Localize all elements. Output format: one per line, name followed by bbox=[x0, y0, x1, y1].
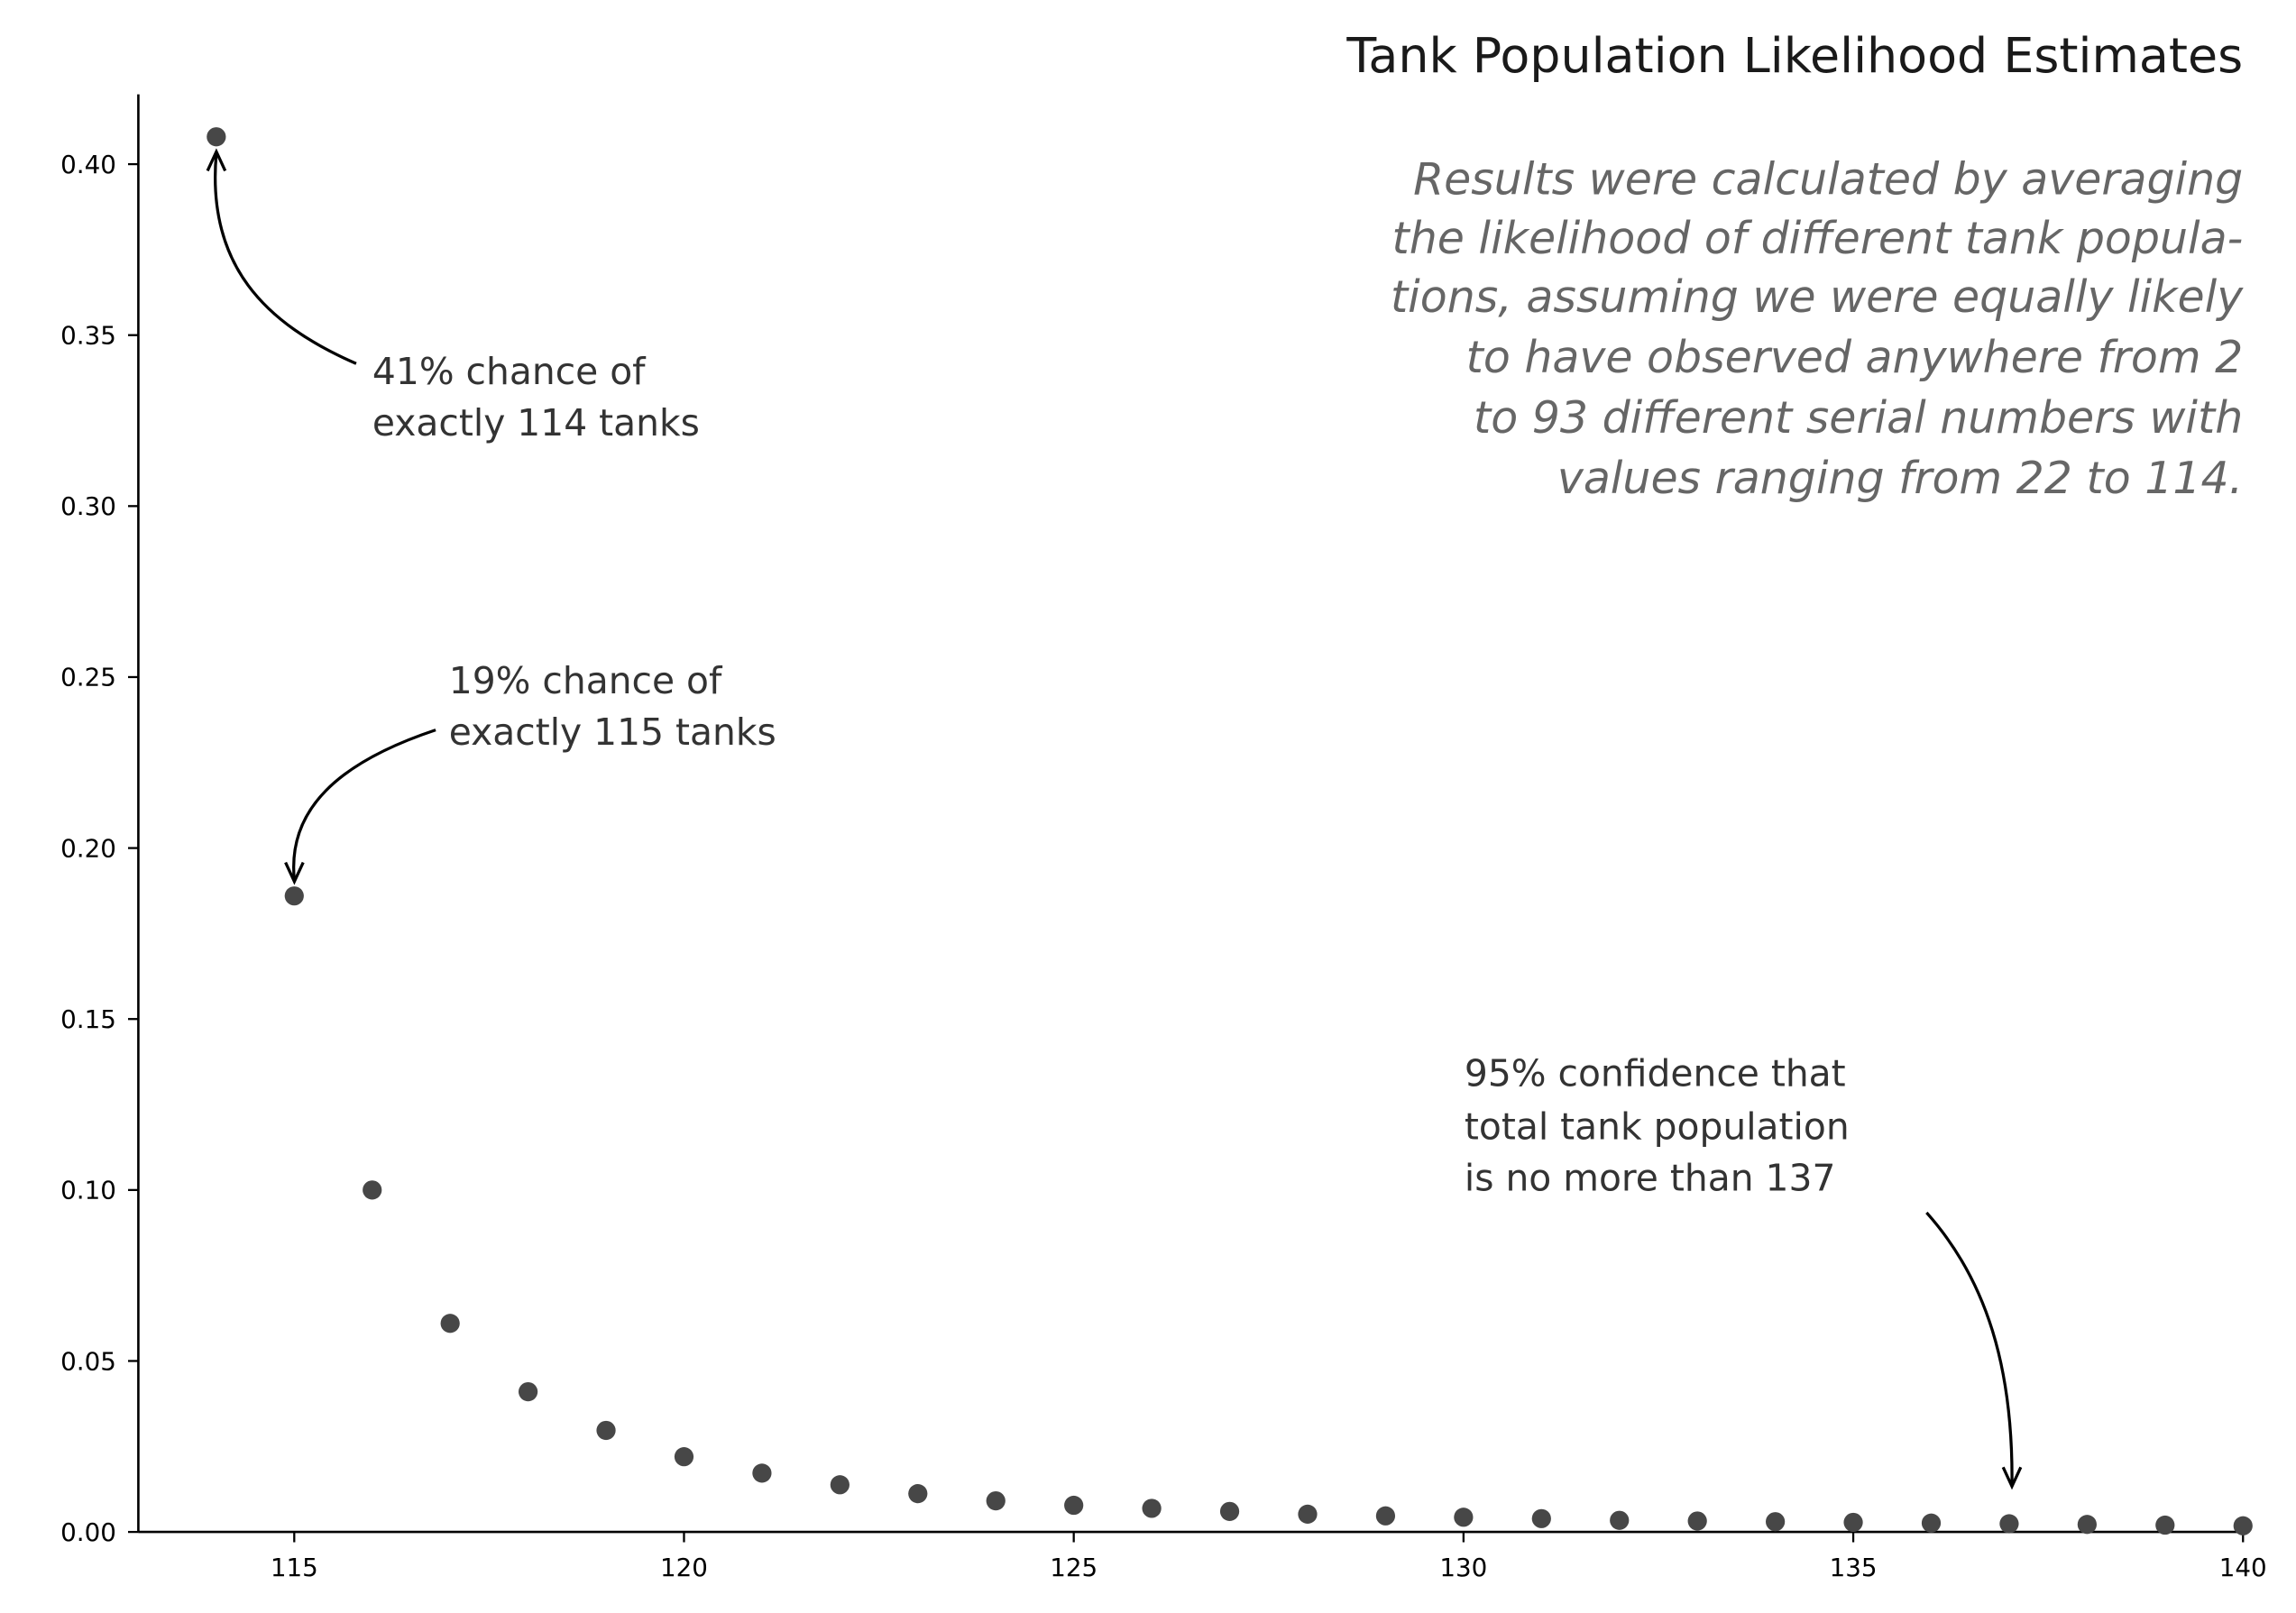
annotation-114: 41% chance of exactly 114 tanks bbox=[206, 148, 700, 444]
data-point bbox=[1687, 1511, 1707, 1531]
data-point bbox=[2155, 1515, 2175, 1535]
y-tick-label: 0.25 bbox=[60, 663, 116, 692]
data-point bbox=[1610, 1510, 1630, 1530]
y-tick-label: 0.10 bbox=[60, 1176, 116, 1205]
data-point bbox=[596, 1420, 616, 1441]
x-tick-label: 130 bbox=[1439, 1553, 1487, 1582]
x-tick-label: 120 bbox=[660, 1553, 708, 1582]
data-point bbox=[1375, 1506, 1396, 1526]
y-tick-label: 0.05 bbox=[60, 1346, 116, 1376]
arrow-icon bbox=[292, 729, 436, 881]
annotation-line: 41% chance of bbox=[372, 350, 647, 393]
data-point bbox=[1766, 1512, 1786, 1532]
x-tick-label: 140 bbox=[2219, 1553, 2267, 1582]
data-point bbox=[1298, 1504, 1318, 1524]
note-line: the likelihood of different tank popula- bbox=[1392, 213, 2244, 264]
data-points bbox=[207, 127, 2253, 1535]
data-point bbox=[518, 1381, 538, 1402]
data-point bbox=[2077, 1515, 2097, 1535]
data-point bbox=[1454, 1508, 1474, 1527]
annotation-line: is no more than 137 bbox=[1465, 1156, 1836, 1199]
y-ticks: 0.00 0.05 0.10 0.15 0.20 0.25 0.30 0.35 0.40 bbox=[60, 150, 139, 1547]
note-line: Results were calculated by averaging bbox=[1413, 154, 2243, 206]
data-point bbox=[1064, 1495, 1084, 1516]
annotation-line: total tank population bbox=[1465, 1104, 1850, 1148]
note-line: values ranging from 22 to 114. bbox=[1557, 453, 2243, 504]
data-point bbox=[1219, 1501, 1240, 1521]
note-line: to have observed anywhere from 2 bbox=[1466, 332, 2244, 383]
data-point bbox=[1999, 1514, 2019, 1534]
arrowhead-icon bbox=[206, 148, 227, 172]
y-tick-label: 0.40 bbox=[60, 150, 116, 179]
arrow-icon bbox=[214, 152, 357, 365]
arrowhead-icon bbox=[2001, 1466, 2023, 1490]
data-point bbox=[207, 127, 226, 147]
data-point bbox=[440, 1314, 460, 1333]
annotation-line: exactly 114 tanks bbox=[372, 401, 700, 444]
y-tick-label: 0.30 bbox=[60, 491, 116, 521]
annotation-line: 95% confidence that bbox=[1465, 1052, 1846, 1095]
data-point bbox=[908, 1484, 928, 1504]
data-point bbox=[284, 886, 304, 906]
data-point bbox=[752, 1463, 772, 1483]
data-point bbox=[1531, 1508, 1551, 1528]
data-point bbox=[2233, 1516, 2253, 1535]
arrow-icon bbox=[1925, 1211, 2014, 1487]
data-point bbox=[1921, 1513, 1942, 1533]
arrowhead-icon bbox=[284, 861, 305, 885]
x-ticks: 115 120 125 130 135 140 bbox=[271, 1532, 2267, 1582]
x-tick-label: 135 bbox=[1830, 1553, 1878, 1582]
data-point bbox=[363, 1180, 382, 1200]
data-point bbox=[1142, 1498, 1162, 1518]
y-tick-label: 0.35 bbox=[60, 320, 116, 350]
annotation-line: 19% chance of bbox=[449, 659, 723, 702]
data-point bbox=[830, 1475, 850, 1495]
chart-title: Tank Population Likelihood Estimates bbox=[1345, 27, 2243, 84]
x-tick-label: 125 bbox=[1050, 1553, 1097, 1582]
data-point bbox=[674, 1447, 694, 1467]
x-tick-label: 115 bbox=[271, 1553, 318, 1582]
annotation-line: exactly 115 tanks bbox=[449, 710, 776, 754]
data-point bbox=[986, 1490, 1006, 1511]
y-tick-label: 0.15 bbox=[60, 1004, 116, 1034]
y-tick-label: 0.20 bbox=[60, 833, 116, 863]
data-point bbox=[1843, 1512, 1863, 1533]
note-line: tions, assuming we were equally likely bbox=[1391, 271, 2244, 323]
annotation-137: 95% confidence that total tank populatio… bbox=[1465, 1052, 2023, 1490]
annotation-115: 19% chance of exactly 115 tanks bbox=[284, 659, 776, 885]
note-text: Results were calculated by averaging the… bbox=[1391, 154, 2244, 504]
y-tick-label: 0.00 bbox=[60, 1517, 116, 1547]
note-line: to 93 different serial numbers with bbox=[1474, 392, 2243, 444]
